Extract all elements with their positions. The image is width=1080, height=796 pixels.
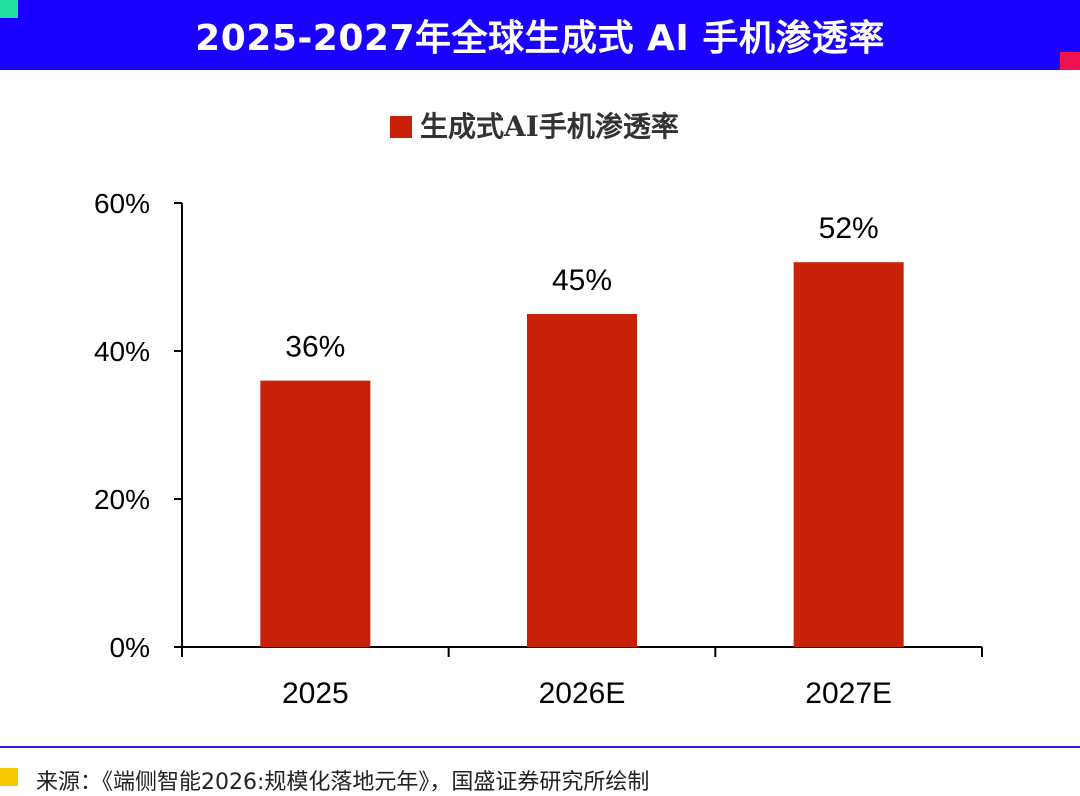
- data-label: 45%: [552, 264, 612, 297]
- source-note: 来源：《端侧智能2026:规模化落地元年》，国盛证券研究所绘制: [36, 764, 649, 796]
- x-tick-label: 2025: [282, 677, 349, 710]
- x-tick-label: 2027E: [805, 677, 892, 710]
- data-label: 36%: [285, 331, 345, 364]
- y-tick-label: 60%: [94, 188, 150, 219]
- y-tick-label: 40%: [94, 336, 150, 367]
- bar: [794, 262, 904, 647]
- corner-accent-teal: [0, 0, 18, 18]
- x-tick-label: 2026E: [539, 677, 626, 710]
- page-title-bar: 2025-2027年全球生成式 AI 手机渗透率: [0, 0, 1080, 70]
- legend-label: 生成式AI手机渗透率: [420, 110, 679, 143]
- page-title: 2025-2027年全球生成式 AI 手机渗透率: [195, 9, 885, 61]
- y-tick-label: 20%: [94, 484, 150, 515]
- bar: [260, 381, 370, 647]
- footer-divider: [0, 746, 1080, 748]
- bar-chart: 生成式AI手机渗透率 0% 20% 40% 60% 36% 2025 45% 2026E 52% 2…: [0, 70, 1080, 746]
- data-label: 52%: [819, 212, 879, 245]
- footer-marker: [0, 768, 18, 786]
- y-tick-label: 0%: [110, 632, 150, 663]
- legend-swatch: [390, 116, 412, 138]
- bar: [527, 314, 637, 647]
- corner-accent-pink: [1060, 52, 1080, 70]
